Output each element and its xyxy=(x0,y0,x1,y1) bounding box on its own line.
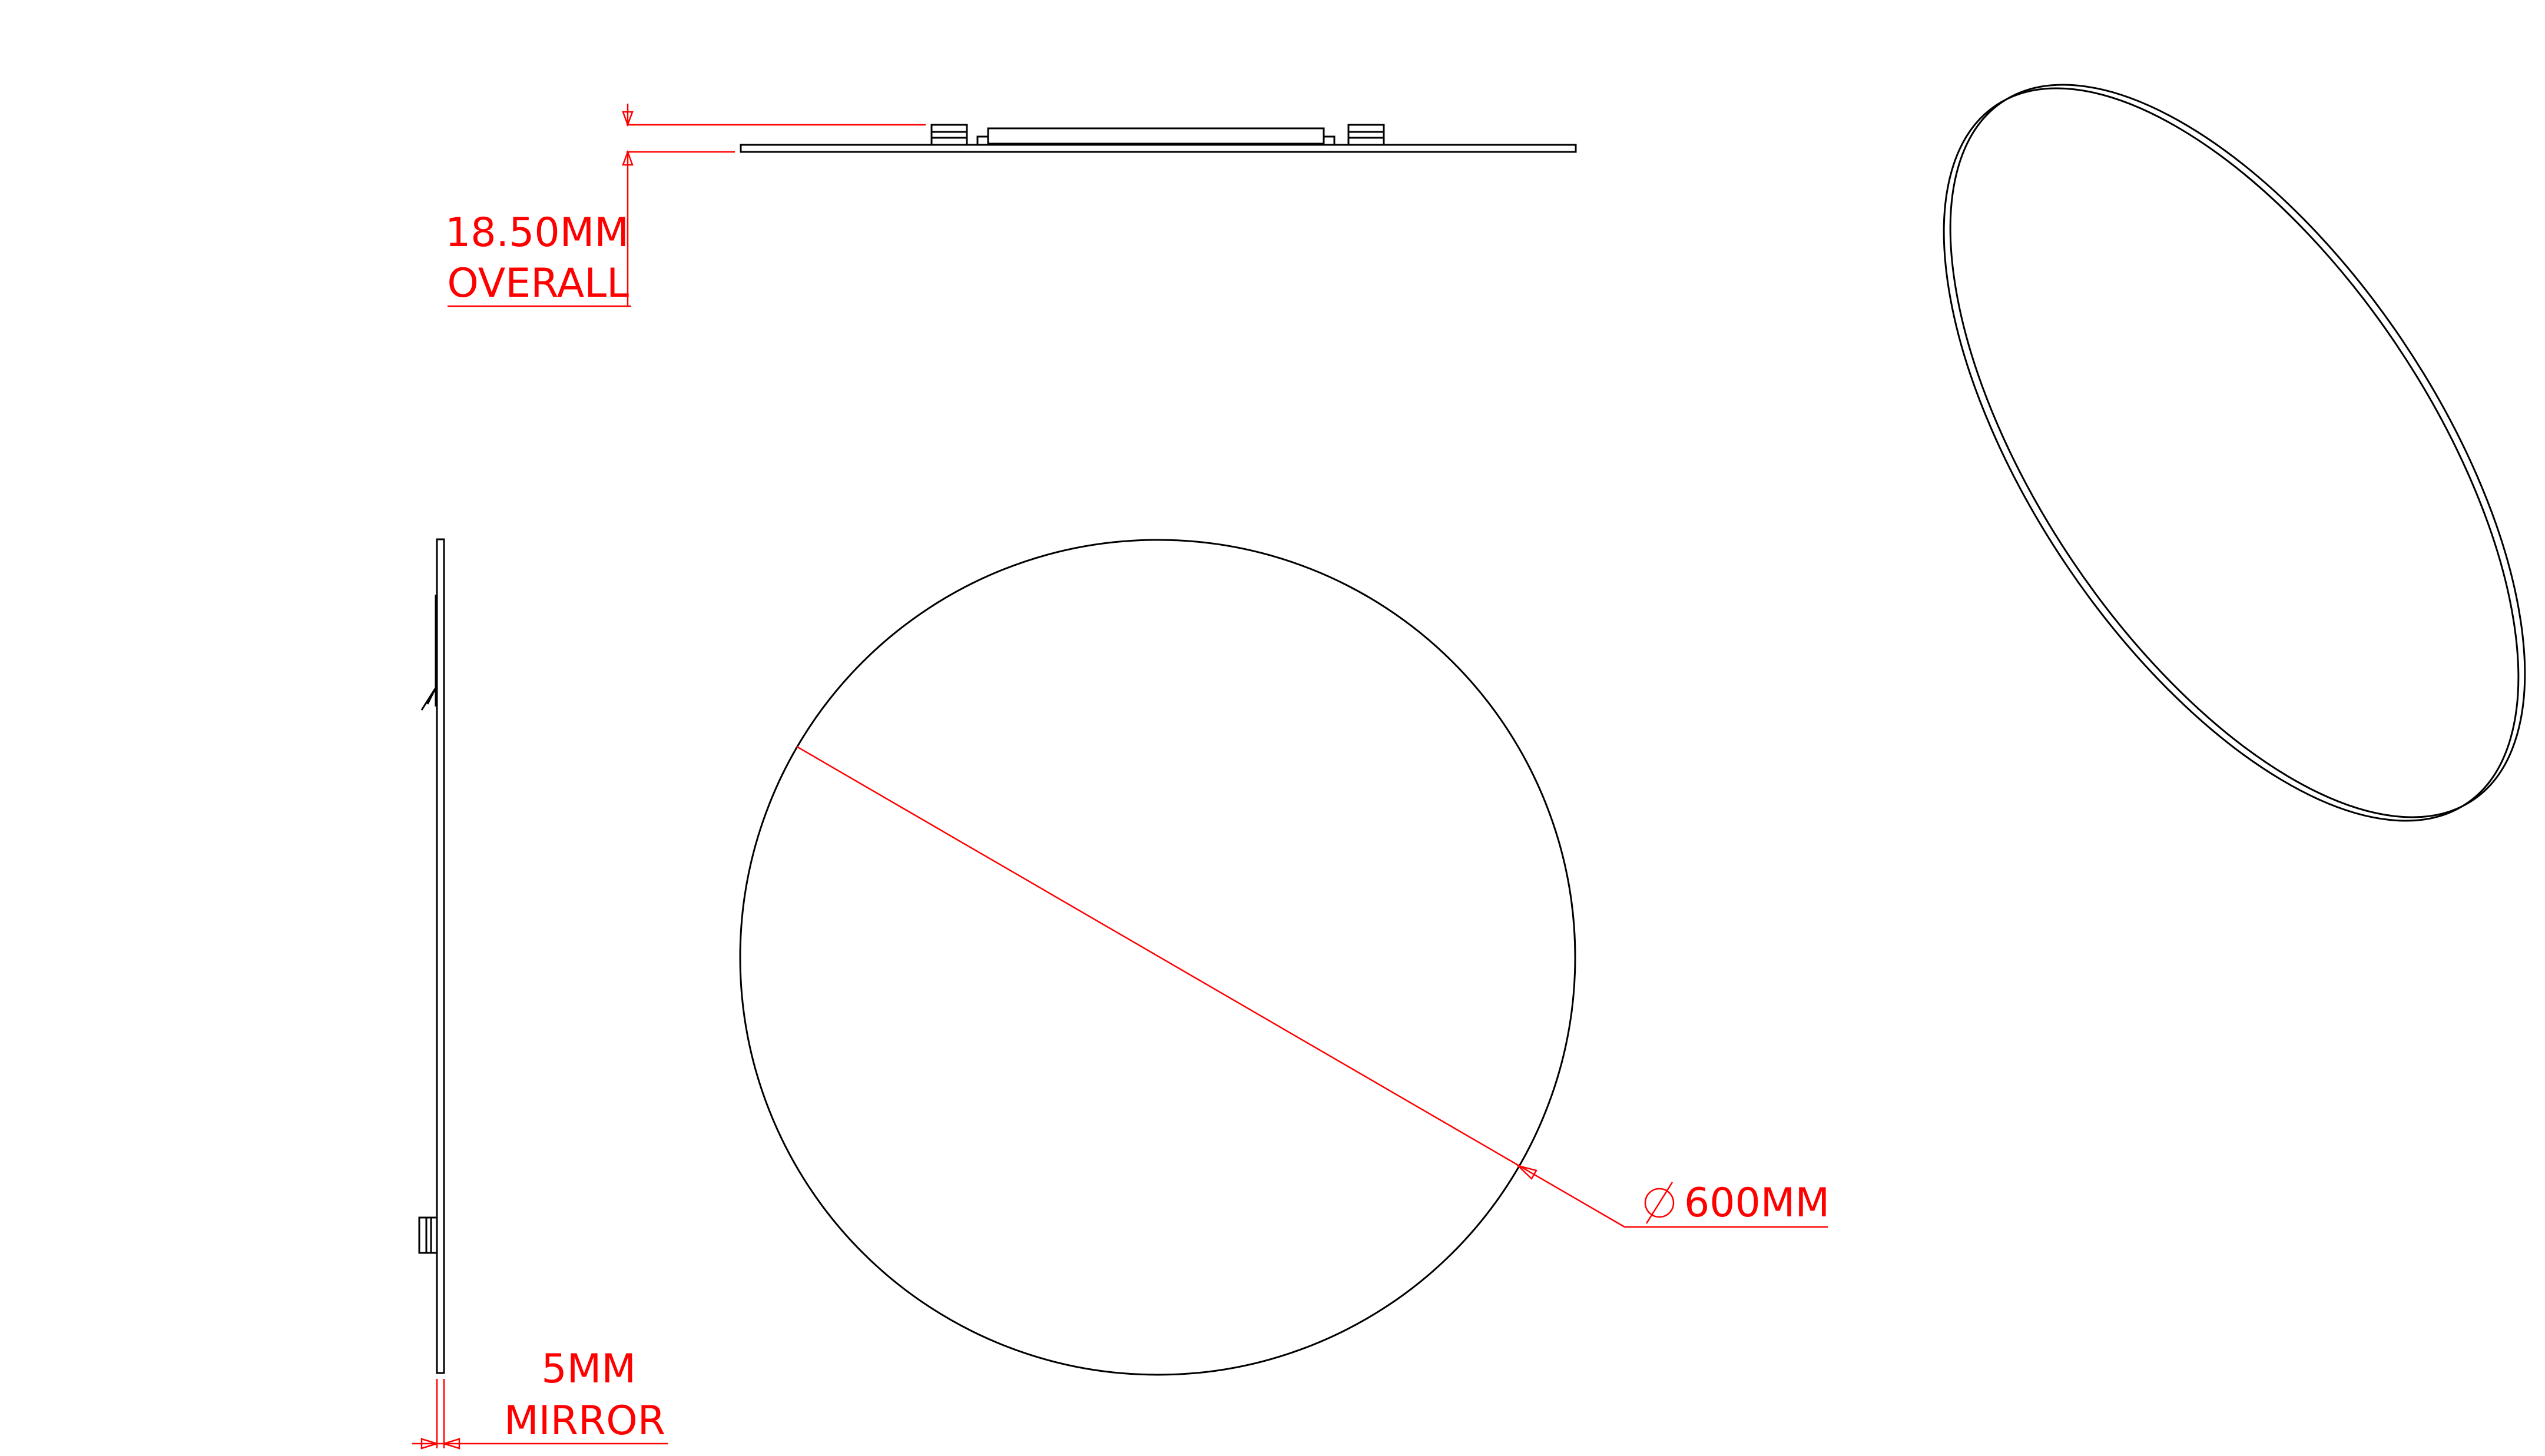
side-view xyxy=(418,538,445,1374)
top-view xyxy=(740,124,1577,153)
isometric-mirror-face xyxy=(1943,87,2520,822)
overall-depth-value: 18.50MM xyxy=(445,210,629,256)
top-view-bracket-left xyxy=(930,124,968,146)
diameter-value: 600MM xyxy=(1684,1180,1830,1226)
side-view-hook xyxy=(420,687,437,711)
side-view-mirror-edge xyxy=(436,538,445,1374)
front-view-mirror-circle xyxy=(739,539,1576,1376)
diameter-symbol-icon xyxy=(1644,1182,1675,1224)
mirror-thickness-value: 5MM xyxy=(541,1346,636,1392)
mirror-thickness-label: MIRROR xyxy=(504,1398,665,1444)
mirror-thickness-dimension: 5MM MIRROR xyxy=(412,1346,668,1450)
top-view-bracket-right xyxy=(1347,124,1385,146)
diameter-dimension: 600MM xyxy=(796,745,1830,1228)
top-view-mirror-plate xyxy=(740,144,1577,153)
overall-depth-label: OVERALL xyxy=(447,260,629,307)
diameter-arrow xyxy=(1515,1164,1537,1180)
top-view-backing-panel xyxy=(987,127,1325,145)
front-view xyxy=(739,539,1576,1376)
mirror-thickness-arrow-left xyxy=(420,1438,440,1450)
overall-depth-arrow-bottom xyxy=(622,150,634,166)
isometric-view xyxy=(1943,84,2526,822)
top-view-spacer-left xyxy=(976,135,989,146)
overall-depth-arrow-top xyxy=(622,111,634,127)
mirror-thickness-arrow-right xyxy=(441,1438,460,1450)
overall-depth-dimension: 18.50MM OVERALL xyxy=(445,104,926,307)
side-view-bracket xyxy=(418,1216,438,1254)
isometric-mirror-edge xyxy=(1949,84,2526,818)
top-view-spacer-right xyxy=(1323,135,1336,146)
